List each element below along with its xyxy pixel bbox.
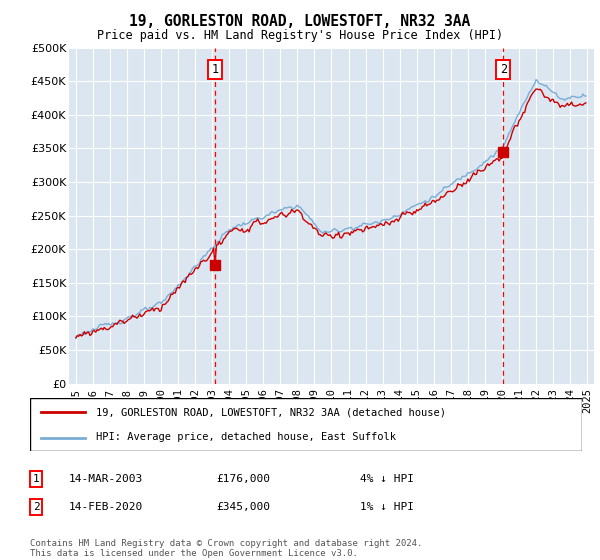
Text: 1% ↓ HPI: 1% ↓ HPI	[360, 502, 414, 512]
FancyBboxPatch shape	[30, 398, 582, 451]
Text: 1: 1	[32, 474, 40, 484]
Text: 14-MAR-2003: 14-MAR-2003	[69, 474, 143, 484]
Text: 1: 1	[212, 63, 218, 76]
Text: HPI: Average price, detached house, East Suffolk: HPI: Average price, detached house, East…	[96, 432, 396, 442]
Text: Contains HM Land Registry data © Crown copyright and database right 2024.
This d: Contains HM Land Registry data © Crown c…	[30, 539, 422, 558]
Text: 19, GORLESTON ROAD, LOWESTOFT, NR32 3AA: 19, GORLESTON ROAD, LOWESTOFT, NR32 3AA	[130, 14, 470, 29]
Text: £176,000: £176,000	[216, 474, 270, 484]
Text: 2: 2	[32, 502, 40, 512]
Text: £345,000: £345,000	[216, 502, 270, 512]
Text: 4% ↓ HPI: 4% ↓ HPI	[360, 474, 414, 484]
Text: 2: 2	[500, 63, 507, 76]
Text: 19, GORLESTON ROAD, LOWESTOFT, NR32 3AA (detached house): 19, GORLESTON ROAD, LOWESTOFT, NR32 3AA …	[96, 408, 446, 418]
Text: Price paid vs. HM Land Registry's House Price Index (HPI): Price paid vs. HM Land Registry's House …	[97, 29, 503, 42]
Text: 14-FEB-2020: 14-FEB-2020	[69, 502, 143, 512]
